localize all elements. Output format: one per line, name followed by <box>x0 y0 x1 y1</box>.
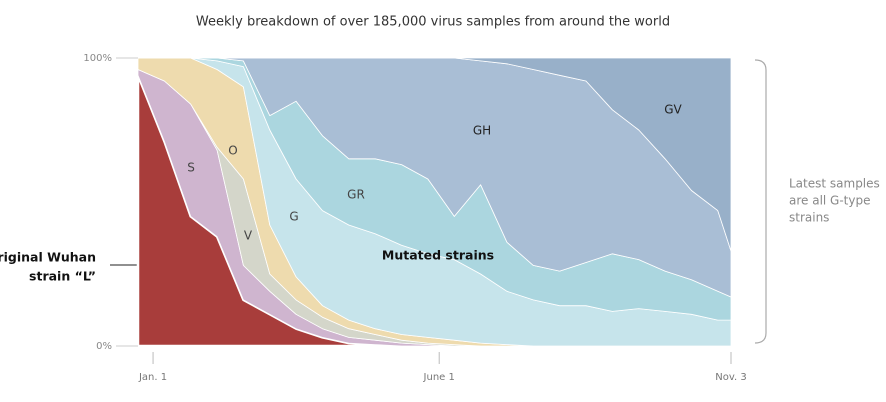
series-label: V <box>244 229 253 243</box>
annotation: strain “L” <box>29 269 96 284</box>
x-tick-label: Nov. 3 <box>715 372 746 383</box>
series-label: GH <box>473 124 491 138</box>
series-label: S <box>187 161 195 175</box>
x-tick-label: Jan. 1 <box>138 372 167 383</box>
annotation: Latest samples <box>789 177 880 191</box>
series-label: GV <box>664 103 682 117</box>
annotation: are all G-type <box>789 194 871 208</box>
annotation: strains <box>789 211 829 225</box>
chart-title: Weekly breakdown of over 185,000 virus s… <box>196 15 670 30</box>
series-label: GR <box>347 188 365 202</box>
y-tick-label: 0% <box>96 341 112 352</box>
annotation: Mutated strains <box>382 248 494 263</box>
area <box>137 57 732 252</box>
series-label: G <box>289 210 298 224</box>
annotation: Original Wuhan <box>0 250 96 265</box>
series-label: O <box>228 144 237 158</box>
x-tick-label: June 1 <box>423 372 455 383</box>
y-tick-label: 100% <box>83 53 112 64</box>
bracket <box>754 59 767 344</box>
